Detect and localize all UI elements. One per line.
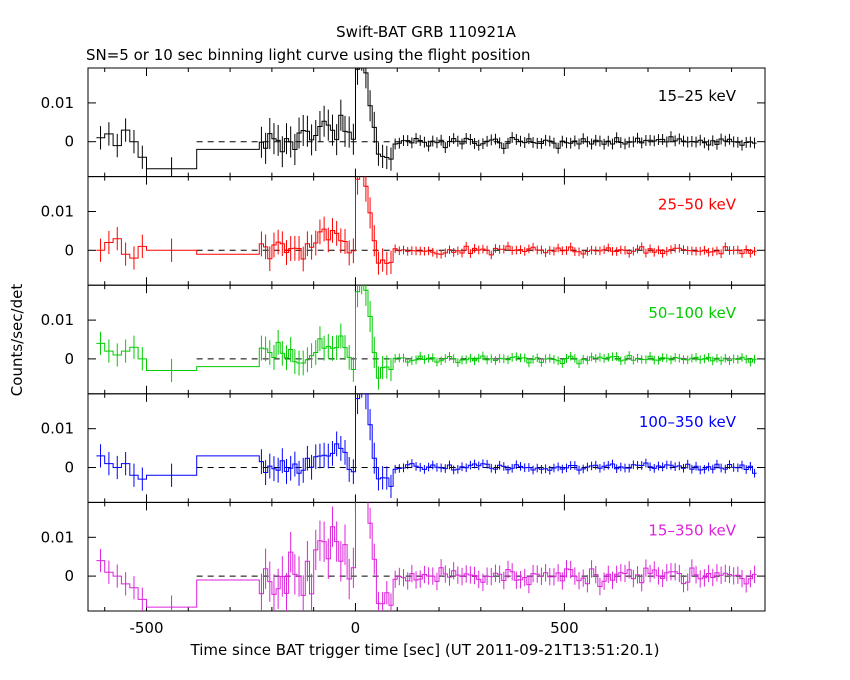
panel-2: 0 0.01 25–50 keV xyxy=(41,176,766,286)
y-tick-label: 0 xyxy=(64,241,74,259)
panel-5: 0 0.01 15–350 keV xyxy=(41,501,766,612)
y-tick-label: 0 xyxy=(64,458,74,476)
panel-3: 0 0.01 50–100 keV xyxy=(41,284,766,395)
panel-1: 0 0.01 15–25 keV xyxy=(41,67,766,178)
panel-frame xyxy=(87,176,766,286)
series-label: 100–350 keV xyxy=(639,413,737,431)
y-tick-label: 0 xyxy=(64,567,74,585)
y-tick-label: 0.01 xyxy=(41,420,74,438)
panel-frame xyxy=(87,67,766,178)
series-line xyxy=(96,285,757,379)
y-tick-label: 0.01 xyxy=(41,311,74,329)
panel-frame xyxy=(87,393,766,503)
x-tick-label: 500 xyxy=(550,619,579,637)
series-group xyxy=(96,68,757,177)
series-label: 15–350 keV xyxy=(648,521,736,539)
y-tick-label: 0 xyxy=(64,133,74,151)
series-label: 25–50 keV xyxy=(658,196,737,214)
panel-frame xyxy=(87,284,766,395)
x-tick-label: -500 xyxy=(129,619,163,637)
x-axis-label: Time since BAT trigger time [sec] (UT 20… xyxy=(190,641,660,659)
series-label: 15–25 keV xyxy=(658,87,737,105)
series-group xyxy=(96,502,757,611)
y-axis-label: Counts/sec/det xyxy=(8,284,26,397)
series-group xyxy=(96,285,757,390)
series-group xyxy=(96,176,757,276)
series-group xyxy=(96,393,757,499)
series-line xyxy=(96,68,757,170)
panel-frame xyxy=(87,501,766,612)
chart-subtitle: SN=5 or 10 sec binning light curve using… xyxy=(86,46,531,64)
series-line xyxy=(96,502,757,608)
series-line xyxy=(96,393,757,487)
chart-title: Swift-BAT GRB 110921A xyxy=(336,23,516,41)
x-tick-label: 0 xyxy=(351,619,361,637)
panel-4: 0 0.01 100–350 keV xyxy=(41,393,766,503)
chart-panels: 0 0.01 15–25 keV 0 0.01 25–50 keV 0 0.01 50–100 … xyxy=(41,67,766,637)
series-label: 50–100 keV xyxy=(648,304,736,322)
series-line xyxy=(96,176,757,264)
y-tick-label: 0 xyxy=(64,350,74,368)
y-tick-label: 0.01 xyxy=(41,94,74,112)
y-tick-label: 0.01 xyxy=(41,203,74,221)
y-tick-label: 0.01 xyxy=(41,528,74,546)
